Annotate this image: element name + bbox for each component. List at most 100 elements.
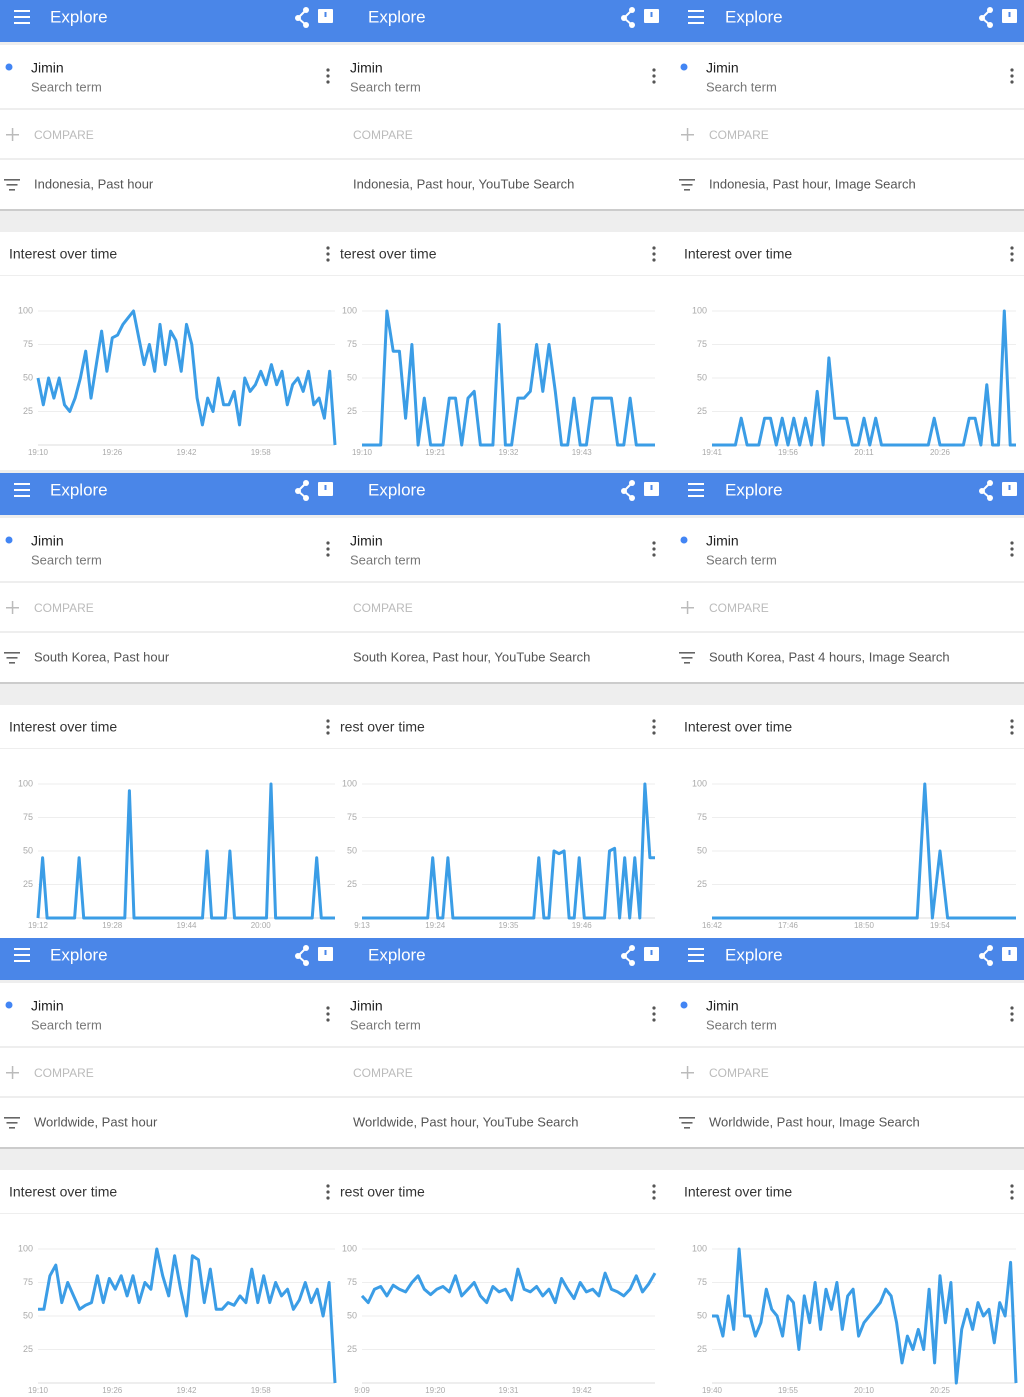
compare-button[interactable]: COMPARE	[34, 601, 94, 615]
menu-icon[interactable]	[14, 960, 30, 962]
menu-icon[interactable]	[688, 16, 704, 18]
filter-text[interactable]: Indonesia, Past hour	[34, 176, 154, 191]
more-icon[interactable]	[652, 1006, 656, 1010]
more-icon[interactable]	[326, 1184, 330, 1188]
panel: Explore Jimin Search term COMPARE Worldwide,…	[666, 938, 1024, 1397]
menu-icon[interactable]	[688, 489, 704, 491]
more-icon[interactable]	[326, 258, 330, 262]
compare-button[interactable]: COMPARE	[709, 1066, 769, 1080]
more-icon[interactable]	[1010, 547, 1014, 551]
more-icon[interactable]	[652, 1196, 656, 1200]
menu-icon[interactable]	[688, 483, 704, 485]
menu-icon[interactable]	[688, 948, 704, 950]
menu-icon[interactable]	[14, 948, 30, 950]
more-icon[interactable]	[652, 68, 656, 72]
compare-button[interactable]: COMPARE	[353, 1066, 413, 1080]
filter-text[interactable]: Worldwide, Past hour, YouTube Search	[353, 1114, 578, 1129]
menu-icon[interactable]	[688, 495, 704, 497]
more-icon[interactable]	[652, 547, 656, 551]
filter-text[interactable]: Indonesia, Past hour, Image Search	[709, 176, 916, 191]
feedback-mark	[1008, 485, 1011, 490]
more-icon[interactable]	[652, 246, 656, 250]
more-icon[interactable]	[1010, 258, 1014, 262]
more-icon[interactable]	[652, 719, 656, 723]
more-icon[interactable]	[326, 1012, 330, 1016]
more-icon[interactable]	[1010, 1006, 1014, 1010]
menu-icon[interactable]	[14, 489, 30, 491]
y-tick-label: 50	[697, 1310, 707, 1320]
menu-icon[interactable]	[14, 16, 30, 18]
more-icon[interactable]	[326, 725, 330, 729]
more-icon[interactable]	[326, 74, 330, 78]
filter-text[interactable]: Worldwide, Past hour	[34, 1114, 158, 1129]
more-icon[interactable]	[326, 68, 330, 72]
menu-icon[interactable]	[14, 954, 30, 956]
more-icon[interactable]	[1010, 541, 1014, 545]
compare-row	[340, 1048, 666, 1096]
more-icon[interactable]	[1010, 1190, 1014, 1194]
more-icon[interactable]	[652, 74, 656, 78]
more-icon[interactable]	[1010, 725, 1014, 729]
more-icon[interactable]	[326, 1018, 330, 1022]
compare-button[interactable]: COMPARE	[709, 128, 769, 142]
menu-icon[interactable]	[14, 22, 30, 24]
more-icon[interactable]	[1010, 553, 1014, 557]
more-icon[interactable]	[326, 1190, 330, 1194]
feedback-mark	[324, 950, 327, 955]
more-icon[interactable]	[652, 252, 656, 256]
menu-icon[interactable]	[14, 495, 30, 497]
more-icon[interactable]	[1010, 719, 1014, 723]
more-icon[interactable]	[1010, 74, 1014, 78]
compare-button[interactable]: COMPARE	[34, 128, 94, 142]
more-icon[interactable]	[652, 1018, 656, 1022]
more-icon[interactable]	[326, 246, 330, 250]
more-icon[interactable]	[326, 719, 330, 723]
share-dot	[303, 960, 309, 966]
more-icon[interactable]	[652, 258, 656, 262]
more-icon[interactable]	[326, 1196, 330, 1200]
more-icon[interactable]	[652, 541, 656, 545]
menu-icon[interactable]	[688, 960, 704, 962]
filter-text[interactable]: Indonesia, Past hour, YouTube Search	[353, 176, 574, 191]
more-icon[interactable]	[652, 1012, 656, 1016]
more-icon[interactable]	[652, 1190, 656, 1194]
more-icon[interactable]	[326, 80, 330, 84]
more-icon[interactable]	[326, 1006, 330, 1010]
more-icon[interactable]	[652, 1184, 656, 1188]
filter-text[interactable]: Worldwide, Past hour, Image Search	[709, 1114, 920, 1129]
more-icon[interactable]	[326, 252, 330, 256]
more-icon[interactable]	[326, 541, 330, 545]
more-icon[interactable]	[326, 731, 330, 735]
compare-button[interactable]: COMPARE	[709, 601, 769, 615]
more-icon[interactable]	[1010, 246, 1014, 250]
compare-button[interactable]: COMPARE	[353, 601, 413, 615]
filter-text[interactable]: South Korea, Past hour	[34, 649, 170, 664]
menu-icon[interactable]	[14, 483, 30, 485]
compare-button[interactable]: COMPARE	[353, 128, 413, 142]
card-title: Interest over time	[9, 1184, 117, 1200]
compare-button[interactable]: COMPARE	[34, 1066, 94, 1080]
more-icon[interactable]	[652, 731, 656, 735]
menu-icon[interactable]	[688, 22, 704, 24]
menu-icon[interactable]	[688, 954, 704, 956]
menu-icon[interactable]	[688, 10, 704, 12]
more-icon[interactable]	[652, 80, 656, 84]
x-tick-label: 19:43	[572, 448, 593, 457]
menu-icon[interactable]	[14, 10, 30, 12]
more-icon[interactable]	[1010, 731, 1014, 735]
more-icon[interactable]	[1010, 1012, 1014, 1016]
more-icon[interactable]	[1010, 1184, 1014, 1188]
more-icon[interactable]	[1010, 1018, 1014, 1022]
more-icon[interactable]	[652, 553, 656, 557]
more-icon[interactable]	[1010, 1196, 1014, 1200]
more-icon[interactable]	[1010, 68, 1014, 72]
more-icon[interactable]	[1010, 80, 1014, 84]
more-icon[interactable]	[1010, 252, 1014, 256]
filter-text[interactable]: South Korea, Past 4 hours, Image Search	[709, 649, 950, 664]
filter-icon	[684, 189, 690, 191]
more-icon[interactable]	[652, 725, 656, 729]
filter-text[interactable]: South Korea, Past hour, YouTube Search	[353, 649, 590, 664]
more-icon[interactable]	[326, 547, 330, 551]
more-icon[interactable]	[326, 553, 330, 557]
y-tick-label: 50	[347, 1310, 357, 1320]
